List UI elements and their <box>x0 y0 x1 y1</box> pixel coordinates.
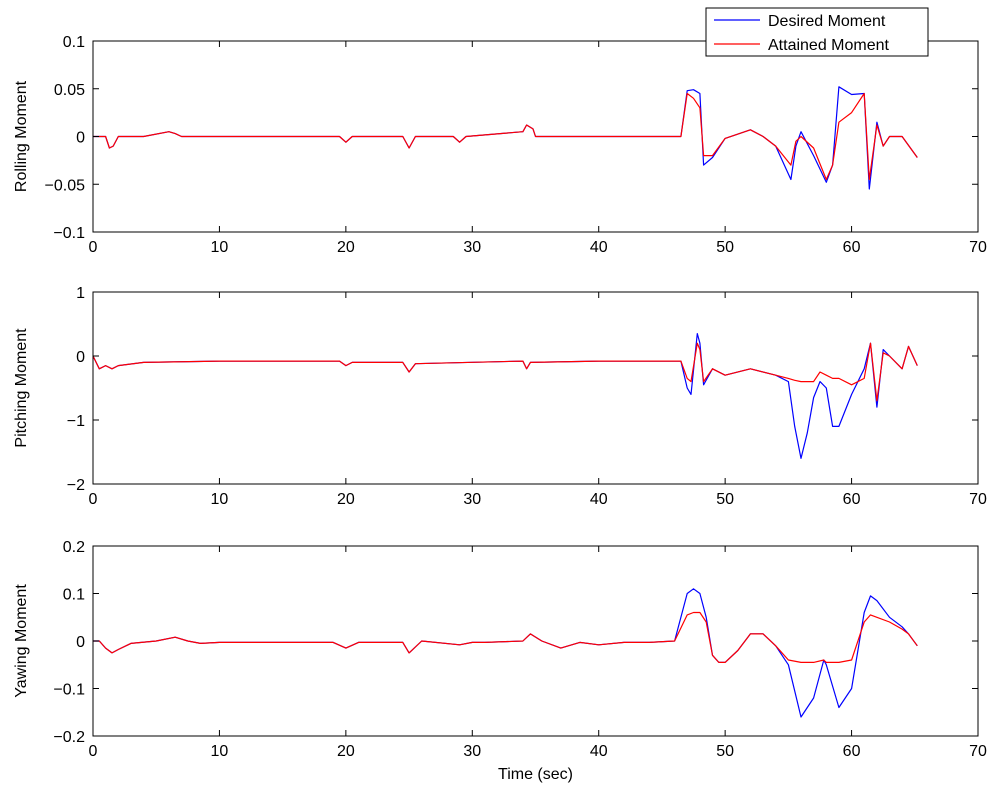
x-tick-label: 20 <box>337 743 355 760</box>
series-line-desired <box>93 588 918 718</box>
y-tick-label: 0.1 <box>63 34 85 51</box>
y-axis-label: Rolling Moment <box>13 80 30 192</box>
x-tick-label: 30 <box>463 743 481 760</box>
x-tick-label: 70 <box>969 239 987 256</box>
x-tick-label: 50 <box>716 491 734 508</box>
y-tick-label: −0.2 <box>53 729 85 746</box>
legend: Desired Moment Attained Moment <box>705 7 929 57</box>
x-tick-label: 60 <box>843 491 861 508</box>
x-tick-label: 30 <box>463 491 481 508</box>
x-axis-label: Time (sec) <box>498 766 573 783</box>
x-tick-label: 50 <box>716 743 734 760</box>
x-tick-label: 50 <box>716 239 734 256</box>
subplot-3: 0 10 20 30 40 50 60 70 −0.2 −0.1 0 0.1 0.2 Yawing Mom… <box>13 539 987 783</box>
y-tick-label: −2 <box>67 477 85 494</box>
series-line-desired <box>93 86 918 190</box>
subplot-2: 0 10 20 30 40 50 60 70 −2 −1 0 1 Pitching Moment <box>13 285 987 508</box>
series-line-desired <box>92 333 918 459</box>
y-axis-label: Pitching Moment <box>13 328 30 448</box>
x-tick-label: 0 <box>89 239 98 256</box>
x-tick-label: 10 <box>211 743 229 760</box>
series-line-attained <box>93 611 918 663</box>
x-tick-label: 0 <box>89 743 98 760</box>
y-tick-label: −0.1 <box>53 225 85 242</box>
x-tick-label: 10 <box>211 239 229 256</box>
x-tick-label: 40 <box>590 491 608 508</box>
y-tick-label: 1 <box>76 285 85 302</box>
series-line-attained <box>92 342 918 402</box>
y-tick-label: −0.1 <box>53 682 85 699</box>
x-tick-label: 40 <box>590 239 608 256</box>
x-tick-label: 70 <box>969 491 987 508</box>
y-tick-label: −0.05 <box>45 177 86 194</box>
subplot-1: 0 10 20 30 40 50 60 70 −0.1 −0.05 0 0.05 0.1 Rolling … <box>13 34 987 256</box>
y-tick-label: 0.2 <box>63 539 85 556</box>
legend-label: Attained Moment <box>768 37 890 54</box>
y-tick-label: 0 <box>76 130 85 147</box>
x-tick-label: 10 <box>211 491 229 508</box>
x-tick-label: 20 <box>337 239 355 256</box>
x-tick-label: 0 <box>89 491 98 508</box>
x-tick-label: 30 <box>463 239 481 256</box>
y-tick-label: 0.05 <box>54 82 85 99</box>
y-tick-label: −1 <box>67 413 85 430</box>
y-tick-label: 0 <box>76 349 85 366</box>
x-tick-label: 60 <box>843 239 861 256</box>
y-tick-label: 0 <box>76 634 85 651</box>
y-axis-label: Yawing Moment <box>13 584 30 698</box>
series-line-attained <box>93 92 918 181</box>
x-tick-label: 20 <box>337 491 355 508</box>
axes-box <box>92 545 979 737</box>
legend-label: Desired Moment <box>768 13 886 30</box>
x-tick-label: 70 <box>969 743 987 760</box>
axes-box <box>92 291 979 485</box>
legend-box <box>705 7 929 57</box>
x-tick-label: 60 <box>843 743 861 760</box>
y-tick-label: 0.1 <box>63 587 85 604</box>
x-tick-label: 40 <box>590 743 608 760</box>
